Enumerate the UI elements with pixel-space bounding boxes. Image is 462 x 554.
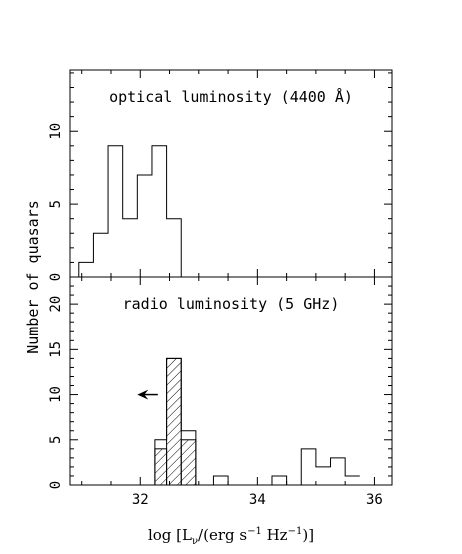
upper-limit-arrow bbox=[137, 389, 158, 400]
y-axis-label: Number of quasars bbox=[24, 200, 42, 354]
optical-histogram bbox=[78, 145, 182, 277]
optical-ytick-label: 5 bbox=[48, 200, 64, 208]
radio-xtick-label: 32 bbox=[132, 492, 149, 508]
radio-ytick-label: 15 bbox=[48, 341, 64, 358]
radio-limit-bar bbox=[154, 448, 168, 486]
optical-panel-title: optical luminosity (4400 Å) bbox=[109, 87, 353, 106]
optical-ytick-label: 10 bbox=[48, 123, 64, 140]
radio-limit-bar bbox=[166, 357, 182, 486]
radio-limit-bar bbox=[180, 439, 197, 486]
x-axis-label: log [Lν/(erg s−1 Hz−1)] bbox=[148, 526, 314, 547]
optical-panel: optical luminosity (4400 Å) 0 5 10 bbox=[48, 69, 393, 281]
optical-ytick-label: 0 bbox=[48, 273, 64, 281]
radio-ytick-label: 5 bbox=[48, 436, 64, 444]
radio-xtick-label: 34 bbox=[249, 492, 266, 508]
radio-ytick-label: 10 bbox=[48, 386, 64, 403]
radio-panel: radio luminosity (5 GHz) 0 5 10 15 20 32 34 36 bbox=[48, 276, 393, 508]
radio-xtick-label: 36 bbox=[366, 492, 383, 508]
radio-ytick-label: 20 bbox=[48, 296, 64, 313]
radio-ytick-label: 0 bbox=[48, 481, 64, 489]
radio-panel-title: radio luminosity (5 GHz) bbox=[123, 295, 340, 313]
radio-histogram bbox=[154, 357, 360, 486]
arrow-head bbox=[137, 389, 149, 400]
